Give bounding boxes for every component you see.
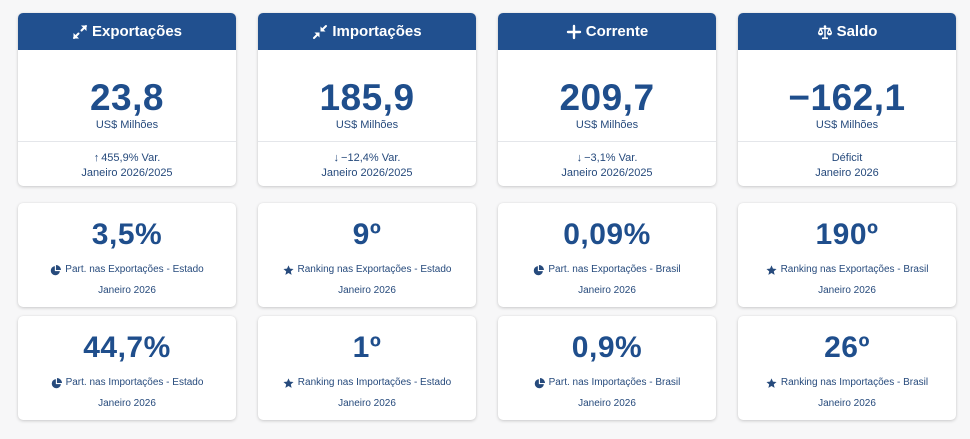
- metric-value: 23,8: [89, 77, 164, 118]
- stat-period: Janeiro 2026: [338, 285, 396, 296]
- metric-value: −162,1: [788, 77, 906, 118]
- stat-label: Part. nas Importações - Brasil: [498, 377, 716, 389]
- variation-text: −12,4% Var.: [341, 152, 401, 164]
- pie-chart-icon: [534, 377, 545, 389]
- stat-value: 0,09%: [563, 218, 651, 251]
- stat-value: 190º: [815, 218, 879, 251]
- stat-period: Janeiro 2026: [338, 398, 396, 409]
- stat-period: Janeiro 2026: [818, 285, 876, 296]
- variation-info: ↓ −3,1% Var. Janeiro 2026/2025: [498, 142, 716, 181]
- star-icon: [282, 264, 294, 276]
- card-title: Saldo: [836, 23, 878, 40]
- metric-unit: US$ Milhões: [815, 119, 879, 131]
- stat-card: 190º Ranking nas Exportações - Brasil Ja…: [738, 203, 956, 307]
- compress-arrows-icon: [312, 24, 328, 40]
- variation-period: Janeiro 2026/2025: [81, 167, 173, 179]
- pie-chart-icon: [51, 377, 62, 389]
- balance-info: Déficit Janeiro 2026: [738, 142, 956, 181]
- exportacoes-card: Exportações 23,8 US$ Milhões ↑ 455,9% Var…: [18, 13, 236, 186]
- stat-card: 44,7% Part. nas Importações - Estado Jan…: [18, 316, 236, 420]
- stat-label: Part. nas Exportações - Estado: [18, 264, 236, 276]
- metric-unit: US$ Milhões: [95, 119, 159, 131]
- metric-value: 185,9: [319, 77, 415, 118]
- saldo-card: Saldo −162,1 US$ Milhões Déficit Janeiro…: [738, 13, 956, 186]
- stat-card: 9º Ranking nas Exportações - Estado Jane…: [258, 203, 476, 307]
- variation-text: 455,9% Var.: [101, 152, 161, 164]
- stat-label: Ranking nas Exportações - Brasil: [738, 264, 956, 276]
- importacoes-card: Importações 185,9 US$ Milhões ↓ −12,4% Va…: [258, 13, 476, 186]
- card-header: Exportações: [18, 13, 236, 50]
- stat-value: 1º: [352, 331, 382, 364]
- stat-value: 0,9%: [571, 331, 643, 364]
- arrow-down-icon: ↓: [333, 152, 340, 164]
- stat-label-text: Part. nas Exportações - Estado: [65, 264, 204, 275]
- metric-unit: US$ Milhões: [335, 119, 399, 131]
- expand-arrows-icon: [72, 24, 88, 40]
- card-title: Importações: [332, 23, 422, 40]
- plus-icon: [566, 24, 582, 40]
- stat-label: Ranking nas Importações - Brasil: [738, 377, 956, 389]
- arrow-down-icon: ↓: [576, 152, 583, 164]
- stat-value: 3,5%: [91, 218, 163, 251]
- main-metric: 23,8 US$ Milhões: [18, 50, 236, 142]
- stat-label: Part. nas Exportações - Brasil: [498, 264, 716, 276]
- stat-value: 26º: [824, 331, 870, 364]
- stat-label: Part. nas Importações - Estado: [18, 377, 236, 389]
- stat-period: Janeiro 2026: [98, 398, 156, 409]
- stat-label-text: Part. nas Exportações - Brasil: [548, 264, 681, 275]
- stat-label: Ranking nas Importações - Estado: [258, 377, 476, 389]
- arrow-up-icon: ↑: [93, 152, 100, 164]
- star-icon: [766, 377, 777, 389]
- stat-value: 44,7%: [83, 331, 171, 364]
- stat-label-text: Part. nas Importações - Estado: [65, 377, 204, 388]
- main-metric: 185,9 US$ Milhões: [258, 50, 476, 142]
- card-header: Importações: [258, 13, 476, 50]
- stat-period: Janeiro 2026: [818, 398, 876, 409]
- star-icon: [283, 377, 294, 389]
- stat-label: Ranking nas Exportações - Estado: [258, 264, 476, 276]
- main-metric: 209,7 US$ Milhões: [498, 50, 716, 142]
- card-title: Exportações: [91, 23, 183, 40]
- variation-text: −3,1% Var.: [584, 152, 638, 164]
- stat-label-text: Ranking nas Exportações - Estado: [297, 264, 452, 275]
- metric-value: 209,7: [559, 77, 655, 118]
- stat-card: 26º Ranking nas Importações - Brasil Jan…: [738, 316, 956, 420]
- card-title: Corrente: [585, 23, 649, 40]
- stat-period: Janeiro 2026: [578, 285, 636, 296]
- card-header: Saldo: [738, 13, 956, 50]
- pie-chart-icon: [533, 264, 545, 276]
- stat-card: 1º Ranking nas Importações - Estado Jane…: [258, 316, 476, 420]
- variation-period: Janeiro 2026/2025: [321, 167, 413, 179]
- stat-period: Janeiro 2026: [578, 398, 636, 409]
- stat-card: 0,9% Part. nas Importações - Brasil Jane…: [498, 316, 716, 420]
- variation-period: Janeiro 2026/2025: [561, 167, 653, 179]
- corrente-card: Corrente 209,7 US$ Milhões ↓ −3,1% Var. J…: [498, 13, 716, 186]
- variation-info: ↑ 455,9% Var. Janeiro 2026/2025: [18, 142, 236, 181]
- stat-label-text: Ranking nas Importações - Estado: [297, 377, 452, 388]
- balance-period: Janeiro 2026: [815, 167, 879, 179]
- variation-info: ↓ −12,4% Var. Janeiro 2026/2025: [258, 142, 476, 181]
- metric-unit: US$ Milhões: [575, 119, 639, 131]
- stat-label-text: Part. nas Importações - Brasil: [548, 377, 681, 388]
- stat-card: 0,09% Part. nas Exportações - Brasil Jan…: [498, 203, 716, 307]
- card-header: Corrente: [498, 13, 716, 50]
- stat-card: 3,5% Part. nas Exportações - Estado Jane…: [18, 203, 236, 307]
- stat-value: 9º: [352, 218, 382, 251]
- balance-scale-icon: [817, 24, 833, 40]
- star-icon: [766, 264, 777, 276]
- balance-status: Déficit: [831, 152, 863, 164]
- main-metric: −162,1 US$ Milhões: [738, 50, 956, 142]
- stat-period: Janeiro 2026: [98, 285, 156, 296]
- stat-label-text: Ranking nas Exportações - Brasil: [780, 264, 929, 275]
- pie-chart-icon: [50, 264, 62, 276]
- stat-label-text: Ranking nas Importações - Brasil: [780, 377, 929, 388]
